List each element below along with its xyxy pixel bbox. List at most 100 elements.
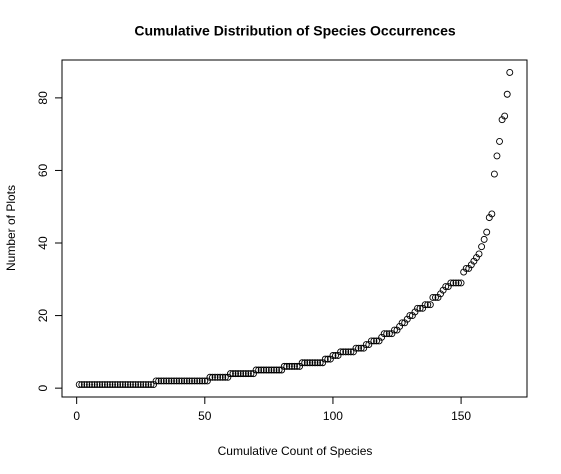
point [91, 381, 99, 388]
point [455, 279, 462, 287]
point [480, 235, 488, 243]
point [342, 348, 350, 356]
point [475, 250, 483, 258]
point [414, 304, 421, 312]
point [101, 381, 109, 388]
point [80, 381, 88, 388]
point [165, 377, 173, 385]
point [373, 337, 380, 345]
point [257, 366, 265, 374]
point [265, 366, 273, 374]
point [93, 381, 101, 388]
point [75, 381, 83, 388]
point [119, 381, 127, 388]
point [280, 362, 288, 370]
point [216, 373, 224, 381]
x-tick-label: 150 [451, 409, 471, 423]
point [298, 359, 306, 367]
point [267, 366, 275, 374]
point [211, 373, 219, 381]
point [283, 362, 291, 370]
point [201, 377, 209, 385]
point [160, 377, 168, 385]
point [260, 366, 268, 374]
point [88, 381, 96, 388]
point [106, 381, 114, 388]
point [488, 210, 496, 218]
point [321, 355, 329, 363]
point [288, 362, 296, 370]
point [314, 359, 322, 367]
point [347, 348, 355, 356]
point [209, 373, 216, 381]
point [483, 228, 491, 236]
point [175, 377, 183, 385]
point [362, 341, 370, 349]
point [129, 381, 137, 388]
point [383, 330, 391, 338]
point [416, 304, 424, 312]
x-axis-label: Cumulative Count of Species [218, 444, 373, 458]
point [308, 359, 316, 367]
point [121, 381, 129, 388]
point [170, 377, 178, 385]
point [301, 359, 309, 367]
point [191, 377, 198, 385]
point [391, 326, 398, 334]
point [234, 370, 242, 378]
y-tick-label: 60 [36, 163, 50, 177]
point [206, 373, 214, 381]
point [198, 377, 206, 385]
point [452, 279, 460, 287]
point [506, 69, 514, 76]
point [478, 243, 486, 251]
point [426, 301, 434, 309]
point [137, 381, 145, 388]
point [180, 377, 188, 385]
point [316, 359, 324, 367]
point [188, 377, 196, 385]
point [221, 373, 229, 381]
point [352, 344, 360, 352]
point [306, 359, 314, 367]
point [442, 283, 450, 291]
x-tick-label: 0 [73, 409, 80, 423]
y-tick-label: 20 [36, 309, 50, 323]
point [398, 319, 406, 327]
point [501, 112, 509, 120]
point [86, 381, 93, 388]
point [462, 264, 470, 272]
point [493, 152, 501, 160]
point [185, 377, 193, 385]
point [193, 377, 201, 385]
point [490, 170, 498, 178]
point [83, 381, 91, 388]
point [255, 366, 263, 374]
point [155, 377, 163, 385]
point [252, 366, 260, 374]
point [503, 90, 511, 98]
point [98, 381, 106, 388]
point [116, 381, 124, 388]
x-tick-label: 50 [198, 409, 212, 423]
point [96, 381, 104, 388]
point [111, 381, 119, 388]
point [183, 377, 191, 385]
point [124, 381, 132, 388]
point [244, 370, 252, 378]
point [219, 373, 227, 381]
point [237, 370, 245, 378]
point [226, 370, 234, 378]
point [337, 348, 345, 356]
point [142, 381, 150, 388]
point [144, 381, 152, 388]
point [303, 359, 311, 367]
point [339, 348, 347, 356]
chart-title: Cumulative Distribution of Species Occur… [134, 23, 456, 39]
point [429, 293, 437, 301]
point [78, 381, 86, 388]
y-axis-label: Number of Plots [4, 185, 18, 271]
